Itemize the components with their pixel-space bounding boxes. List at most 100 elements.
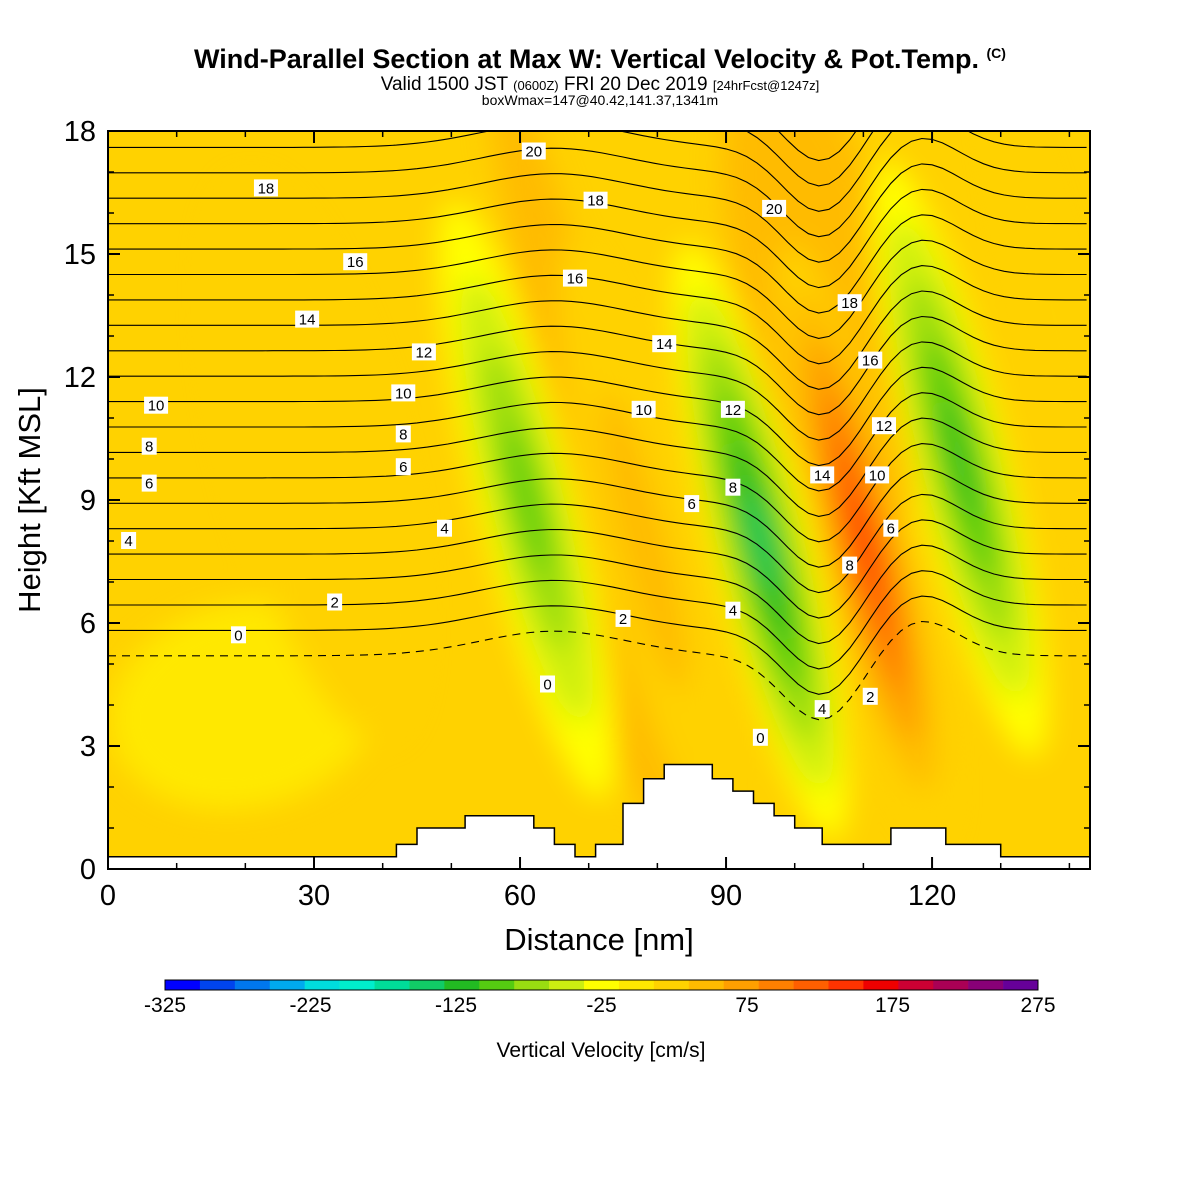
svg-text:18: 18 xyxy=(841,295,858,312)
isentrope-19 xyxy=(108,131,1087,212)
svg-text:10: 10 xyxy=(148,398,165,415)
colorbar-swatch xyxy=(199,980,236,990)
colorbar-swatch xyxy=(514,980,550,990)
x-axis-title: Distance [nm] xyxy=(504,922,694,957)
isentrope--1 xyxy=(108,620,1087,721)
isentrope-1 xyxy=(108,570,1087,670)
colorbar-tick-label: -25 xyxy=(586,994,616,1017)
svg-text:20: 20 xyxy=(766,201,783,218)
isentrope-15 xyxy=(108,214,1087,314)
contour-label: 4 xyxy=(121,532,137,550)
contour-label: 4 xyxy=(436,519,452,538)
svg-text:0: 0 xyxy=(234,627,242,644)
contour-label: 12 xyxy=(871,417,896,435)
y-tick-label: 6 xyxy=(80,608,96,640)
colorbar-swatch xyxy=(234,980,271,990)
isentrope-6 xyxy=(108,443,1087,543)
isentrope-0 xyxy=(108,595,1087,695)
isentrope-11 xyxy=(108,315,1087,416)
colorbar-swatch xyxy=(723,980,759,990)
colorbar-swatch xyxy=(933,980,969,990)
colorbar-swatch xyxy=(618,980,655,990)
svg-text:16: 16 xyxy=(347,254,364,271)
colorbar-swatch xyxy=(304,980,340,990)
contour-label: 12 xyxy=(411,343,436,361)
colorbar-swatch xyxy=(828,980,864,990)
colorbar-swatch xyxy=(549,980,585,990)
svg-text:8: 8 xyxy=(145,439,153,456)
copyright-mark: (C) xyxy=(986,45,1006,61)
y-tick-label: 15 xyxy=(64,239,96,271)
colorbar-swatch xyxy=(688,980,725,990)
svg-text:10: 10 xyxy=(635,402,652,419)
x-tick-label: 60 xyxy=(504,880,536,912)
isentrope-4 xyxy=(108,493,1087,594)
contour-label: 0 xyxy=(539,675,555,694)
colorbar-swatch xyxy=(584,980,620,990)
svg-text:2: 2 xyxy=(619,611,627,628)
contour-label: 18 xyxy=(583,191,608,210)
isentrope-13 xyxy=(108,265,1087,365)
contour-label: 2 xyxy=(615,609,631,628)
colorbar-tick-label: -125 xyxy=(435,994,477,1017)
isentrope-8 xyxy=(108,392,1087,492)
colorbar-swatch xyxy=(165,980,201,990)
y-tick-label: 18 xyxy=(64,116,96,148)
svg-text:0: 0 xyxy=(543,677,551,694)
contour-label: 16 xyxy=(343,253,368,271)
contour-label: 0 xyxy=(752,728,768,747)
colorbar-frame xyxy=(164,979,1039,991)
colorbar-swatch xyxy=(863,980,899,990)
terrain xyxy=(108,763,1090,869)
isentrope-17 xyxy=(108,163,1087,263)
isentrope-18 xyxy=(108,137,1087,238)
contour-label: 14 xyxy=(295,310,320,329)
svg-text:16: 16 xyxy=(567,271,584,288)
colorbar-swatch xyxy=(758,980,794,990)
updraft-core xyxy=(600,391,687,691)
contour-label: 12 xyxy=(720,400,745,419)
colorbar-swatch xyxy=(339,980,375,990)
contour-label: 6 xyxy=(141,474,157,493)
box-wmax-info: boxWmax=147@40.42,141.37,1341m xyxy=(481,92,719,108)
svg-text:4: 4 xyxy=(729,603,737,620)
contour-label: 8 xyxy=(395,425,411,443)
y-tick-label: 9 xyxy=(80,485,96,517)
colorbar-swatch xyxy=(409,980,445,990)
y-tick-label: 12 xyxy=(64,362,96,394)
x-tick-label: 30 xyxy=(298,880,330,912)
colorbar-tick-label: 175 xyxy=(875,994,910,1017)
svg-text:10: 10 xyxy=(869,467,886,484)
svg-text:6: 6 xyxy=(145,476,153,493)
contour-label: 20 xyxy=(521,142,546,161)
contour-label: 20 xyxy=(762,199,787,218)
isentrope-12 xyxy=(108,290,1087,390)
svg-text:18: 18 xyxy=(258,180,275,197)
colorbar-tick-label: 275 xyxy=(1020,994,1055,1017)
y-axis-title: Height [Kft MSL] xyxy=(12,387,47,613)
colorbar-swatch xyxy=(479,980,515,990)
contour-label: 14 xyxy=(652,335,677,353)
svg-text:20: 20 xyxy=(525,144,542,161)
colorbar-swatch xyxy=(968,980,1004,990)
isentrope-3 xyxy=(108,519,1087,619)
contour-label: 6 xyxy=(684,495,700,513)
velocity-band xyxy=(985,131,1090,696)
terrain-profile xyxy=(108,763,1090,869)
svg-text:10: 10 xyxy=(395,385,412,402)
colorbar-swatch xyxy=(444,980,480,990)
contour-label: 8 xyxy=(842,556,858,575)
colorbar: -325 -225 -125 -25 75 175 275 xyxy=(144,979,1056,1017)
colorbar-title: Vertical Velocity [cm/s] xyxy=(497,1039,706,1062)
isentrope-5 xyxy=(108,468,1087,568)
x-tick-label: 90 xyxy=(710,880,742,912)
svg-text:14: 14 xyxy=(299,312,316,329)
contour-label: 14 xyxy=(810,466,835,484)
colorbar-swatch xyxy=(1003,980,1039,990)
y-tick-label: 0 xyxy=(80,854,96,886)
svg-text:12: 12 xyxy=(416,344,433,361)
vertical-velocity-field xyxy=(108,131,1090,869)
